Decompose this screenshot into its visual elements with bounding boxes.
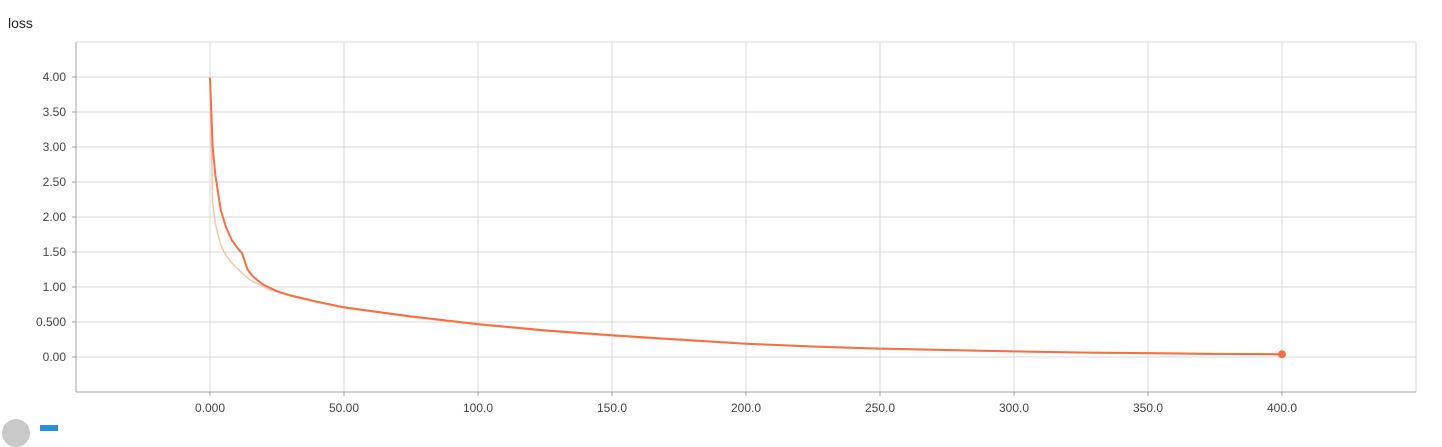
y-tick-label: 0.00: [43, 350, 67, 364]
y-tick-label: 0.500: [36, 315, 66, 329]
grid-layer: [76, 41, 1417, 392]
toggle-scale-icon[interactable]: [40, 425, 58, 431]
expand-chart-icon[interactable]: [2, 419, 30, 447]
last-point-marker: [1278, 350, 1286, 359]
y-tick-label: 1.00: [43, 280, 67, 294]
chart-title: loss: [8, 15, 33, 31]
x-tick-label: 400.0: [1267, 401, 1297, 415]
x-tick-label: 300.0: [999, 401, 1029, 415]
axis-layer: [72, 42, 1416, 396]
y-tick-label: 1.50: [43, 245, 67, 259]
y-tick-label: 2.00: [43, 210, 67, 224]
x-tick-label: 150.0: [597, 401, 627, 415]
x-tick-label: 0.000: [195, 401, 225, 415]
tick-label-layer: 0.00 0.500 1.00 1.50 2.00 2.50 3.00 3.50 4.00 0.0…: [36, 70, 1297, 415]
x-tick-label: 50.00: [329, 401, 359, 415]
y-tick-label: 4.00: [43, 70, 67, 84]
x-tick-label: 100.0: [463, 401, 493, 415]
x-tick-label: 350.0: [1133, 401, 1163, 415]
y-tick-label: 3.00: [43, 140, 67, 154]
loss-chart: 0.00 0.500 1.00 1.50 2.00 2.50 3.00 3.50 4.00 0.0…: [36, 41, 1417, 415]
x-tick-label: 250.0: [865, 401, 895, 415]
x-tick-label: 200.0: [731, 401, 761, 415]
series-layer: [209, 77, 1286, 359]
y-tick-label: 3.50: [43, 105, 67, 119]
y-tick-label: 2.50: [43, 175, 67, 189]
series-line-smoothed: [209, 77, 1283, 356]
